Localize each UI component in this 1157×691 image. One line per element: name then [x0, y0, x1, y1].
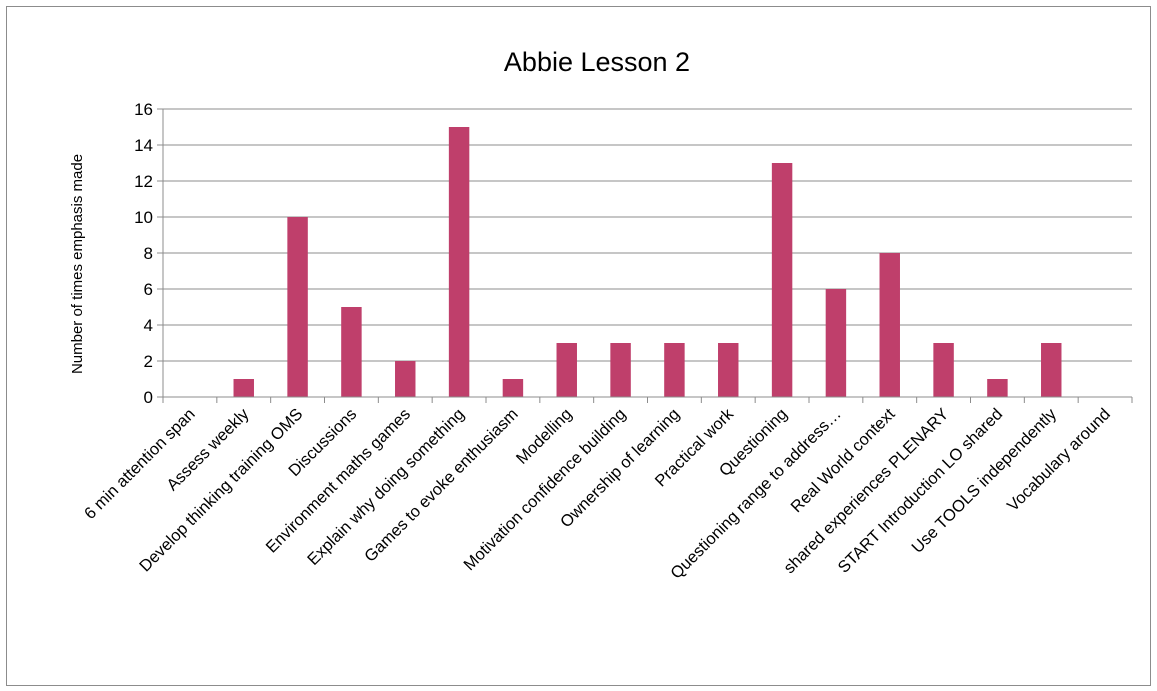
y-axis-label: Number of times emphasis made	[69, 154, 86, 374]
bar-chart: Abbie Lesson 2 Number of times emphasis …	[69, 47, 1133, 583]
y-tick-label: 8	[144, 244, 153, 263]
bar	[933, 343, 954, 397]
bar	[987, 379, 1008, 397]
bar	[287, 217, 308, 397]
y-tick-label: 2	[144, 352, 153, 371]
y-tick-label: 0	[144, 388, 153, 407]
y-tick-label: 4	[144, 316, 153, 335]
gridlines	[163, 108, 1132, 362]
y-tick-label: 6	[144, 280, 153, 299]
y-tick-label: 10	[134, 208, 153, 227]
bars	[233, 127, 1062, 397]
bar	[395, 361, 416, 397]
bar	[825, 289, 847, 397]
bar	[610, 343, 631, 397]
axes	[157, 108, 1133, 403]
x-tick-label: Vocabulary around	[1004, 405, 1114, 515]
bar	[502, 379, 524, 397]
bar	[879, 253, 900, 397]
y-tick-label: 12	[134, 172, 153, 191]
y-tick-labels: 0 2 4 6 8 10 12 14 16	[134, 100, 153, 407]
bar	[556, 343, 577, 397]
y-tick-label: 14	[134, 136, 153, 155]
y-tick-label: 16	[134, 100, 153, 119]
bar	[233, 379, 254, 397]
bar	[664, 343, 685, 397]
bar	[771, 163, 793, 397]
bar	[341, 307, 362, 397]
bar	[1041, 343, 1062, 397]
x-tick-label: Real World context	[787, 405, 898, 516]
bar	[448, 127, 470, 397]
bar	[718, 343, 739, 397]
chart-title: Abbie Lesson 2	[504, 47, 690, 77]
chart-frame: Abbie Lesson 2 Number of times emphasis …	[6, 6, 1151, 686]
